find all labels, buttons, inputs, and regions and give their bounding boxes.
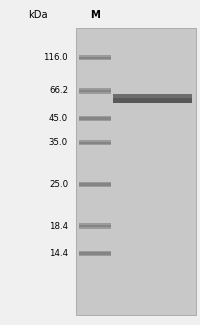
- Text: 14.4: 14.4: [49, 249, 68, 258]
- Bar: [113, 95, 192, 97]
- Bar: [79, 88, 111, 94]
- Bar: [76, 28, 196, 315]
- Bar: [79, 117, 111, 120]
- Bar: [79, 225, 111, 227]
- Bar: [79, 57, 111, 59]
- Text: 35.0: 35.0: [49, 138, 68, 147]
- Bar: [113, 94, 192, 103]
- Bar: [79, 224, 111, 229]
- Bar: [79, 142, 111, 144]
- Text: kDa: kDa: [28, 9, 48, 20]
- Text: 116.0: 116.0: [43, 53, 68, 62]
- Text: 25.0: 25.0: [49, 180, 68, 189]
- Bar: [79, 55, 111, 60]
- Text: 66.2: 66.2: [49, 86, 68, 96]
- Bar: [79, 251, 111, 256]
- Bar: [79, 116, 111, 121]
- Bar: [79, 253, 111, 255]
- Text: 18.4: 18.4: [49, 222, 68, 230]
- Bar: [79, 90, 111, 92]
- Text: M: M: [90, 9, 100, 20]
- Bar: [79, 140, 111, 145]
- Bar: [79, 183, 111, 186]
- Bar: [79, 182, 111, 187]
- Text: 45.0: 45.0: [49, 114, 68, 123]
